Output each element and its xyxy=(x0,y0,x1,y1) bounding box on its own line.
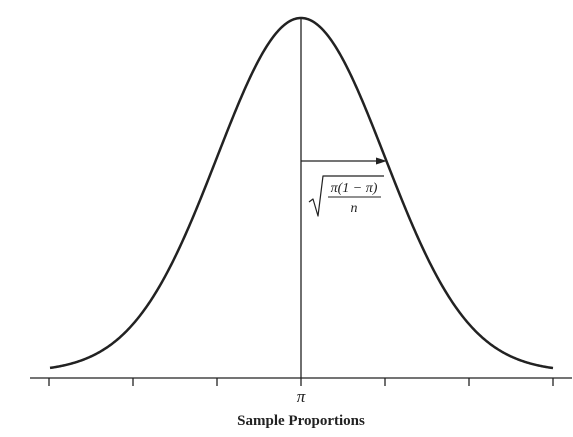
x-axis-title: Sample Proportions xyxy=(237,413,365,429)
standard-error-arrowhead xyxy=(376,157,387,165)
formula-denominator: n xyxy=(351,201,358,216)
center-label-pi: π xyxy=(297,387,306,406)
square-root-sign xyxy=(308,175,384,217)
x-axis-ticks xyxy=(48,378,554,386)
standard-error-formula: π(1 − π) n xyxy=(308,175,384,217)
formula-numerator: π(1 − π) xyxy=(331,181,378,196)
